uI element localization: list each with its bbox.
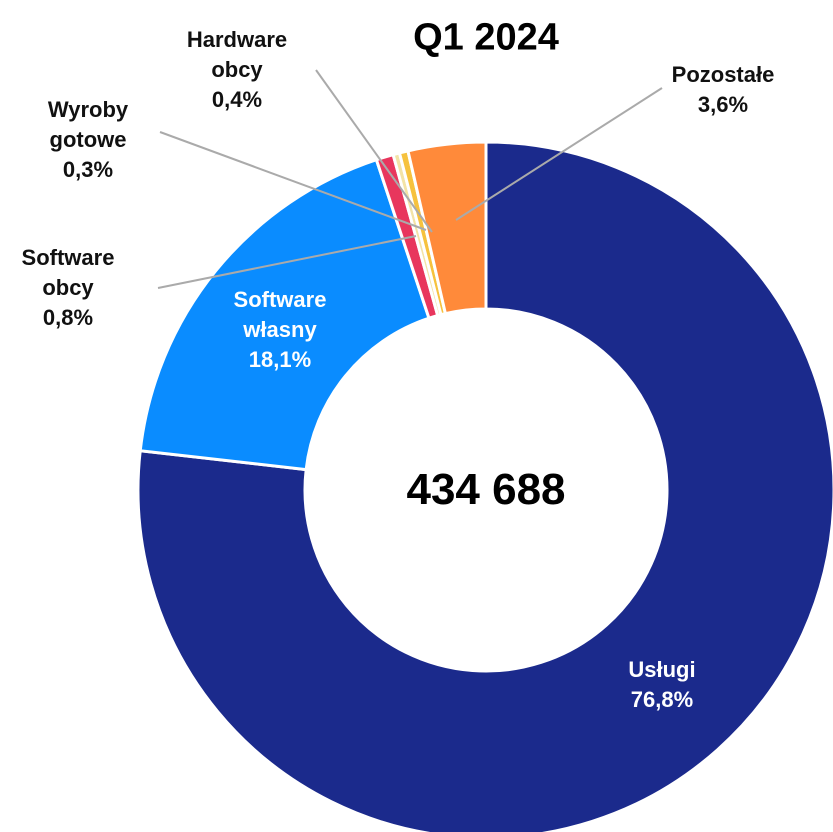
value-label: 18,1% [248, 347, 312, 372]
segment-label: Wyroby gotowe 0,3% [48, 95, 128, 185]
leader-line [157, 235, 417, 289]
donut-segment [136, 140, 833, 832]
category-label: Hardware obcy [186, 27, 288, 82]
donut-segment [138, 157, 431, 472]
value-label: 3,6% [697, 92, 749, 117]
value-label: 0,8% [42, 305, 94, 330]
value-label: 0,3% [62, 157, 114, 182]
category-label: Pozostałe [671, 62, 775, 87]
value-label: 76,8% [630, 687, 694, 712]
leader-line [159, 131, 427, 231]
segment-label: Software własny 18,1% [234, 285, 327, 375]
chart-title: Q1 2024 [413, 16, 559, 59]
segment-label: Pozostałe 3,6% [672, 60, 775, 120]
category-label: Software obcy [21, 245, 115, 300]
leader-line [315, 69, 433, 233]
value-label: 0,4% [211, 87, 263, 112]
category-label: Software własny [233, 287, 327, 342]
leader-line [455, 87, 663, 221]
segment-label: Software obcy 0,8% [22, 243, 115, 333]
donut-segment [406, 140, 488, 316]
segment-label: Usługi 76,8% [628, 655, 695, 715]
center-label: 434 688 [406, 465, 566, 514]
segment-label: Hardware obcy 0,4% [187, 25, 287, 115]
category-label: Wyroby gotowe [47, 97, 129, 152]
category-label: Usługi [628, 657, 696, 682]
